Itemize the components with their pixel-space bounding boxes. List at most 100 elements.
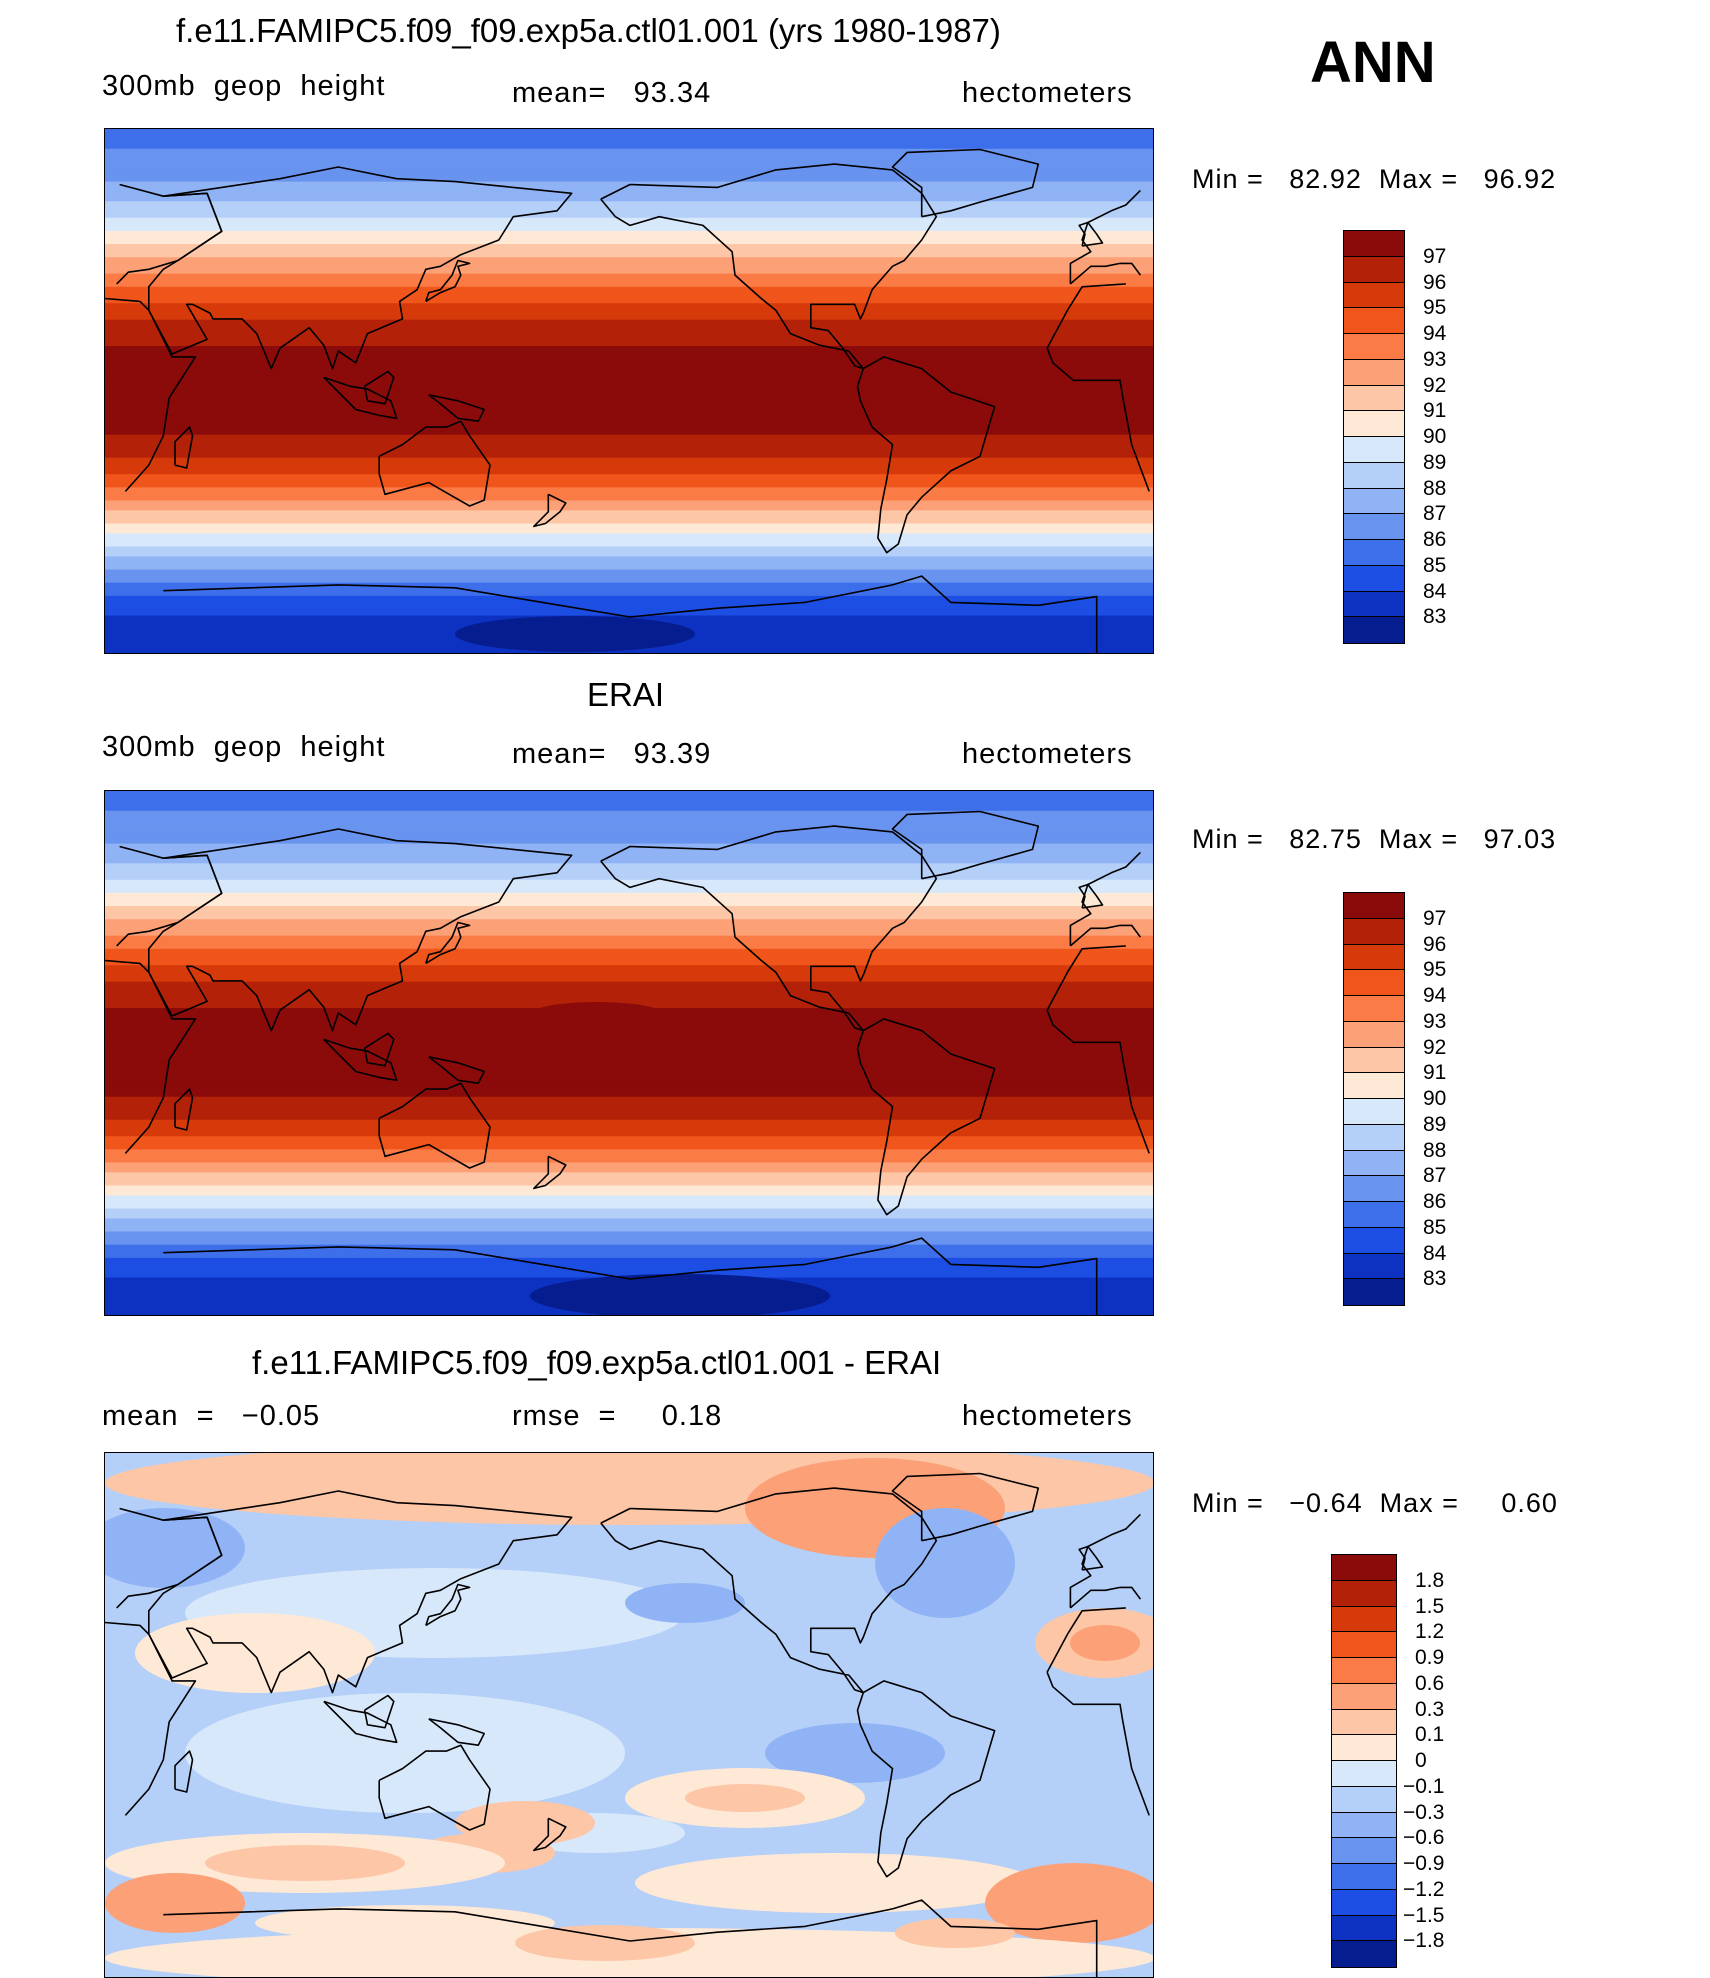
- colorbar-tick-label: 89: [1423, 1112, 1447, 1136]
- field-band: [105, 1136, 1153, 1141]
- field-band: [105, 968, 1153, 973]
- coastline-namerica: [600, 825, 938, 1032]
- coastline-antarctica: [163, 575, 1098, 653]
- panel1-title: f.e11.FAMIPC5.f09_f09.exp5a.ctl01.001 (y…: [176, 12, 1001, 49]
- colorbar-tick-label: 94: [1423, 322, 1447, 345]
- field-band: [105, 1119, 1153, 1124]
- coastline-australia: [378, 420, 491, 507]
- colorbar-swatch: [1344, 488, 1404, 515]
- field-band: [105, 520, 1153, 525]
- diff-contour-region: [135, 1613, 375, 1693]
- field-band: [105, 336, 1153, 340]
- colorbar-tick-label: −0.9: [1403, 1852, 1445, 1875]
- colorbar-tick-label: −1.5: [1403, 1903, 1445, 1927]
- field-band: [105, 484, 1153, 488]
- colorbar-swatch: [1344, 1099, 1404, 1125]
- field-band: [105, 539, 1153, 544]
- field-band: [105, 800, 1153, 805]
- field-band: [105, 230, 1153, 235]
- colorbar-tick-label: 87: [1423, 502, 1447, 526]
- coastline-europe: [1069, 1586, 1142, 1609]
- coastline-europe: [1069, 262, 1142, 285]
- colorbar-tick-label: 96: [1423, 270, 1447, 294]
- colorbar-swatch: [1344, 1073, 1404, 1099]
- field-band: [105, 589, 1153, 594]
- colorbar-swatch: [1344, 893, 1404, 919]
- diff-contour-region: [895, 1918, 1015, 1948]
- coastline-africa: [1046, 1607, 1126, 1673]
- field-band: [105, 1106, 1153, 1111]
- field-band: [105, 879, 1153, 884]
- field-band: [105, 605, 1153, 610]
- field-band: [105, 975, 1153, 979]
- field-band: [105, 576, 1153, 580]
- coastline-namerica: [600, 1487, 938, 1694]
- field-band: [105, 188, 1153, 193]
- panel3-mean-label: mean = −0.05: [102, 1400, 321, 1432]
- field-band: [105, 152, 1153, 156]
- colorbar-swatch: [1344, 617, 1404, 643]
- coastline-europe: [1069, 851, 1141, 946]
- field-band: [105, 375, 1153, 380]
- colorbar-tick-label: 89: [1423, 450, 1447, 474]
- colorbar-swatch: [1332, 1915, 1396, 1942]
- field-band: [105, 856, 1153, 861]
- colorbar-tick-label: 84: [1423, 1241, 1447, 1265]
- field-band: [105, 853, 1153, 858]
- field-band: [105, 257, 1153, 262]
- warm-pool-maximum: [533, 1002, 661, 1024]
- field-band: [105, 1060, 1153, 1065]
- field-band: [105, 1257, 1153, 1262]
- field-band: [105, 299, 1153, 304]
- colorbar-swatch: [1332, 1555, 1396, 1581]
- colorbar-tick-label: 1.8: [1415, 1568, 1445, 1592]
- field-band: [105, 339, 1153, 344]
- field-band: [105, 807, 1153, 812]
- field-band: [105, 595, 1153, 600]
- field-band: [105, 651, 1153, 653]
- field-band: [105, 513, 1153, 518]
- field-band: [105, 135, 1153, 140]
- colorbar-tick-label: 83: [1423, 605, 1447, 629]
- field-band: [105, 1211, 1153, 1216]
- coastline-europe: [1069, 189, 1141, 284]
- field-band: [105, 1224, 1153, 1229]
- panel2-variable-label: 300mb geop height: [102, 731, 386, 763]
- field-band: [105, 978, 1153, 983]
- season-label: ANN: [1310, 30, 1436, 95]
- colorbar-swatch: [1344, 385, 1404, 412]
- field-band: [105, 998, 1153, 1002]
- field-band: [105, 155, 1153, 160]
- field-band: [105, 866, 1153, 871]
- field-band: [105, 267, 1153, 271]
- field-band: [105, 1221, 1153, 1226]
- field-band: [105, 961, 1153, 966]
- panel1-mean-label: mean= 93.34: [512, 77, 712, 109]
- field-band: [105, 382, 1153, 387]
- field-band: [105, 1057, 1153, 1062]
- coastline-samerica: [856, 356, 996, 554]
- colorbar-swatch: [1332, 1709, 1396, 1736]
- colorbar-swatch: [1332, 1812, 1396, 1839]
- field-band: [105, 556, 1153, 561]
- diff-contour-region: [765, 1723, 945, 1783]
- field-band: [105, 860, 1153, 864]
- field-band: [105, 168, 1153, 173]
- field-band: [105, 158, 1153, 163]
- field-band: [105, 1241, 1153, 1246]
- panel3-title: f.e11.FAMIPC5.f09_f09.exp5a.ctl01.001 - …: [252, 1344, 942, 1381]
- panel3-colorbar: [1331, 1554, 1397, 1968]
- field-band: [105, 438, 1153, 442]
- colorbar-swatch: [1344, 1124, 1404, 1151]
- field-band: [105, 1169, 1153, 1173]
- colorbar-swatch: [1332, 1735, 1396, 1761]
- colorbar-tick-label: 0: [1415, 1749, 1427, 1772]
- field-band: [105, 184, 1153, 189]
- field-band: [105, 833, 1153, 838]
- colorbar-swatch: [1332, 1786, 1396, 1813]
- field-band: [105, 1162, 1153, 1167]
- field-band: [105, 562, 1153, 567]
- diff-contour-region: [625, 1583, 745, 1623]
- colorbar-swatch: [1344, 437, 1404, 463]
- field-band: [105, 791, 1153, 795]
